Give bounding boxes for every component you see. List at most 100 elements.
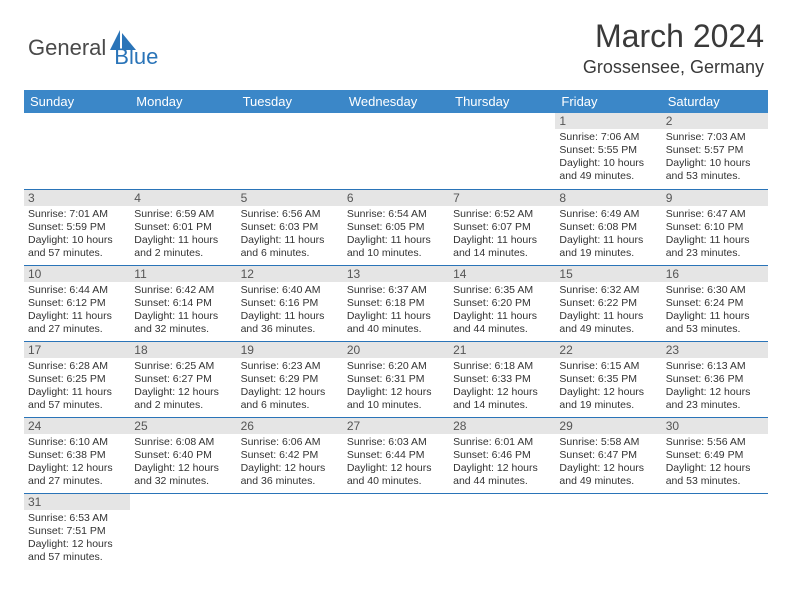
daylight-text-2: and 40 minutes. [347,323,445,336]
sunset-text: Sunset: 6:35 PM [559,373,657,386]
day-details: Sunrise: 6:42 AMSunset: 6:14 PMDaylight:… [130,282,236,340]
calendar-day-cell: 11Sunrise: 6:42 AMSunset: 6:14 PMDayligh… [130,265,236,341]
day-number: 19 [237,342,343,358]
day-number: 15 [555,266,661,282]
sunrise-text: Sunrise: 6:03 AM [347,436,445,449]
calendar-day-cell: 6Sunrise: 6:54 AMSunset: 6:05 PMDaylight… [343,189,449,265]
sunrise-text: Sunrise: 6:54 AM [347,208,445,221]
daylight-text-1: Daylight: 11 hours [28,310,126,323]
day-details: Sunrise: 6:37 AMSunset: 6:18 PMDaylight:… [343,282,449,340]
sunrise-text: Sunrise: 6:37 AM [347,284,445,297]
sunrise-text: Sunrise: 5:56 AM [666,436,764,449]
sunrise-text: Sunrise: 5:58 AM [559,436,657,449]
calendar-day-cell: 2Sunrise: 7:03 AMSunset: 5:57 PMDaylight… [662,113,768,189]
calendar-day-cell [24,113,130,189]
daylight-text-2: and 27 minutes. [28,323,126,336]
daylight-text-2: and 14 minutes. [453,399,551,412]
day-details: Sunrise: 6:47 AMSunset: 6:10 PMDaylight:… [662,206,768,264]
day-number: 31 [24,494,130,510]
sunrise-text: Sunrise: 6:13 AM [666,360,764,373]
day-details: Sunrise: 6:01 AMSunset: 6:46 PMDaylight:… [449,434,555,492]
daylight-text-2: and 36 minutes. [241,475,339,488]
sunrise-text: Sunrise: 6:10 AM [28,436,126,449]
sunrise-text: Sunrise: 6:52 AM [453,208,551,221]
daylight-text-2: and 14 minutes. [453,247,551,260]
day-details: Sunrise: 7:03 AMSunset: 5:57 PMDaylight:… [662,129,768,187]
daylight-text-2: and 19 minutes. [559,399,657,412]
sunrise-text: Sunrise: 6:28 AM [28,360,126,373]
day-details: Sunrise: 6:54 AMSunset: 6:05 PMDaylight:… [343,206,449,264]
day-number: 8 [555,190,661,206]
day-number: 6 [343,190,449,206]
calendar-day-cell [662,493,768,569]
daylight-text-1: Daylight: 10 hours [28,234,126,247]
sunrise-text: Sunrise: 6:44 AM [28,284,126,297]
calendar-day-cell: 12Sunrise: 6:40 AMSunset: 6:16 PMDayligh… [237,265,343,341]
calendar-day-cell [343,493,449,569]
daylight-text-2: and 32 minutes. [134,475,232,488]
weekday-header: Sunday [24,90,130,113]
logo-text-general: General [28,35,106,61]
calendar-day-cell: 4Sunrise: 6:59 AMSunset: 6:01 PMDaylight… [130,189,236,265]
sunrise-text: Sunrise: 6:56 AM [241,208,339,221]
weekday-header: Tuesday [237,90,343,113]
day-number: 22 [555,342,661,358]
day-details: Sunrise: 6:06 AMSunset: 6:42 PMDaylight:… [237,434,343,492]
day-number: 24 [24,418,130,434]
sunrise-text: Sunrise: 6:08 AM [134,436,232,449]
daylight-text-2: and 36 minutes. [241,323,339,336]
weekday-header: Monday [130,90,236,113]
calendar-day-cell: 18Sunrise: 6:25 AMSunset: 6:27 PMDayligh… [130,341,236,417]
day-number: 30 [662,418,768,434]
calendar-day-cell: 23Sunrise: 6:13 AMSunset: 6:36 PMDayligh… [662,341,768,417]
daylight-text-2: and 10 minutes. [347,247,445,260]
sunset-text: Sunset: 6:07 PM [453,221,551,234]
day-number: 20 [343,342,449,358]
title-block: March 2024 Grossensee, Germany [583,18,764,78]
header: General Blue March 2024 Grossensee, Germ… [0,0,792,86]
calendar-day-cell: 17Sunrise: 6:28 AMSunset: 6:25 PMDayligh… [24,341,130,417]
day-details: Sunrise: 7:01 AMSunset: 5:59 PMDaylight:… [24,206,130,264]
sunset-text: Sunset: 6:36 PM [666,373,764,386]
sunrise-text: Sunrise: 6:49 AM [559,208,657,221]
day-details: Sunrise: 6:35 AMSunset: 6:20 PMDaylight:… [449,282,555,340]
daylight-text-2: and 44 minutes. [453,323,551,336]
daylight-text-1: Daylight: 11 hours [134,234,232,247]
daylight-text-2: and 32 minutes. [134,323,232,336]
calendar-day-cell: 15Sunrise: 6:32 AMSunset: 6:22 PMDayligh… [555,265,661,341]
daylight-text-1: Daylight: 11 hours [453,310,551,323]
calendar-day-cell: 1Sunrise: 7:06 AMSunset: 5:55 PMDaylight… [555,113,661,189]
day-number: 4 [130,190,236,206]
calendar-day-cell: 25Sunrise: 6:08 AMSunset: 6:40 PMDayligh… [130,417,236,493]
daylight-text-1: Daylight: 12 hours [241,386,339,399]
calendar-day-cell [237,493,343,569]
sunrise-text: Sunrise: 6:47 AM [666,208,764,221]
calendar-day-cell: 24Sunrise: 6:10 AMSunset: 6:38 PMDayligh… [24,417,130,493]
calendar-week-row: 31Sunrise: 6:53 AMSunset: 7:51 PMDayligh… [24,493,768,569]
calendar-day-cell: 9Sunrise: 6:47 AMSunset: 6:10 PMDaylight… [662,189,768,265]
day-number: 12 [237,266,343,282]
day-number: 7 [449,190,555,206]
calendar-table: Sunday Monday Tuesday Wednesday Thursday… [24,90,768,569]
sunrise-text: Sunrise: 6:32 AM [559,284,657,297]
day-details: Sunrise: 6:10 AMSunset: 6:38 PMDaylight:… [24,434,130,492]
sunrise-text: Sunrise: 6:59 AM [134,208,232,221]
calendar-day-cell: 22Sunrise: 6:15 AMSunset: 6:35 PMDayligh… [555,341,661,417]
sunrise-text: Sunrise: 6:20 AM [347,360,445,373]
sunset-text: Sunset: 6:31 PM [347,373,445,386]
sunset-text: Sunset: 6:24 PM [666,297,764,310]
daylight-text-1: Daylight: 11 hours [28,386,126,399]
calendar-day-cell: 21Sunrise: 6:18 AMSunset: 6:33 PMDayligh… [449,341,555,417]
sunset-text: Sunset: 5:55 PM [559,144,657,157]
daylight-text-2: and 23 minutes. [666,247,764,260]
sunset-text: Sunset: 5:59 PM [28,221,126,234]
logo: General Blue [28,26,158,70]
daylight-text-2: and 10 minutes. [347,399,445,412]
daylight-text-1: Daylight: 11 hours [453,234,551,247]
day-details: Sunrise: 7:06 AMSunset: 5:55 PMDaylight:… [555,129,661,187]
sunrise-text: Sunrise: 6:30 AM [666,284,764,297]
day-details: Sunrise: 6:56 AMSunset: 6:03 PMDaylight:… [237,206,343,264]
calendar-day-cell [343,113,449,189]
sunrise-text: Sunrise: 6:42 AM [134,284,232,297]
daylight-text-2: and 53 minutes. [666,323,764,336]
